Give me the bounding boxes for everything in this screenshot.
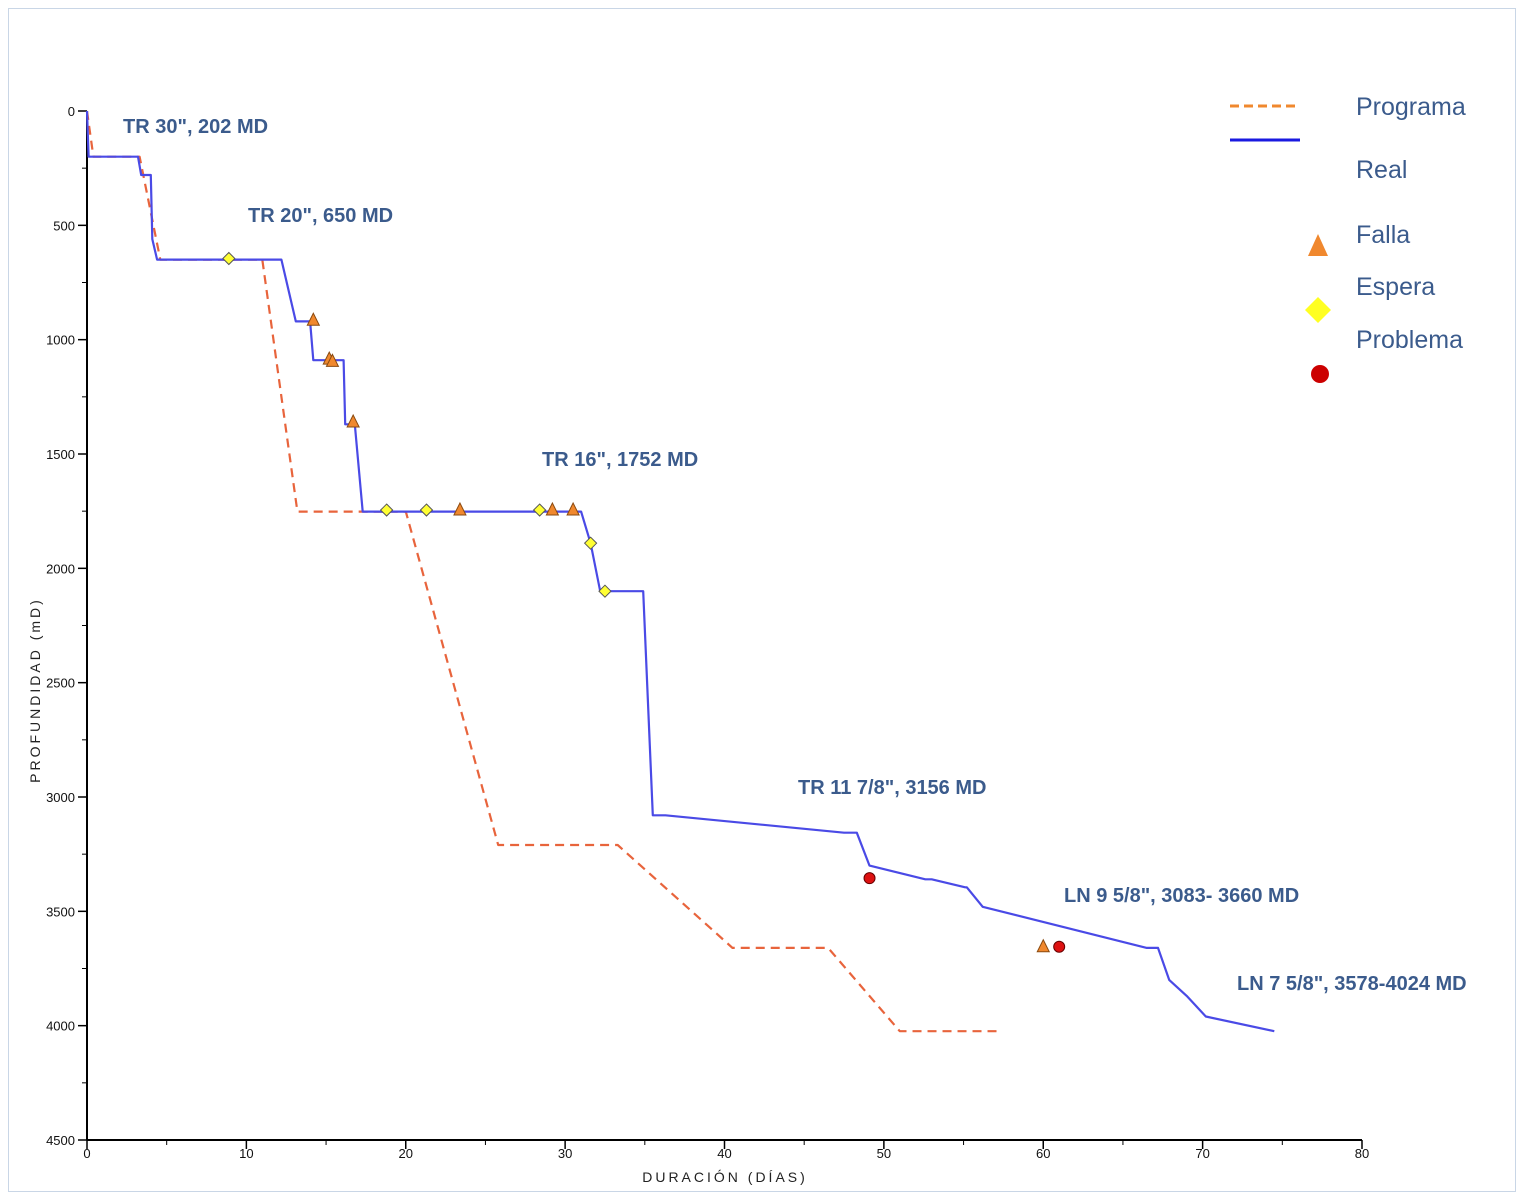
series-programa-line (85, 110, 1001, 1033)
axis-titles: DURACIÓN (DÍAS) PROFUNDIDAD (mD) (27, 597, 808, 1185)
y-tick-label: 0 (68, 104, 75, 119)
falla-marker (306, 312, 321, 326)
falla-marker (545, 501, 560, 516)
y-tick-label: 1000 (46, 333, 75, 348)
falla-marker (453, 501, 467, 516)
problema-marker (1053, 940, 1066, 953)
legend-problema-swatch (1311, 365, 1329, 383)
x-tick-label: 40 (717, 1146, 731, 1161)
y-axis-title: PROFUNDIDAD (mD) (27, 597, 43, 783)
x-axis-title: DURACIÓN (DÍAS) (642, 1169, 808, 1185)
espera-marker (583, 536, 598, 550)
espera-marker (222, 251, 236, 266)
x-tick-label: 30 (558, 1146, 572, 1161)
x-tick-label: 20 (399, 1146, 413, 1161)
legend-problema-label: Problema (1356, 326, 1463, 354)
x-tick-label: 50 (877, 1146, 891, 1161)
y-tick-label: 2000 (46, 561, 75, 576)
falla-marker (1036, 938, 1051, 953)
series-real-line (85, 110, 1275, 1033)
legend-espera-label: Espera (1356, 273, 1435, 301)
espera-marker (419, 503, 434, 517)
y-tick-label: 500 (53, 218, 75, 233)
axes: 0 500 1000 1500 2000 2500 3000 3500 4000 4500 0 10 2… (46, 104, 1369, 1161)
y-tick-label: 3500 (46, 904, 75, 919)
marker-layer (222, 251, 1066, 953)
annotation-tr20: TR 20", 650 MD (248, 205, 393, 227)
annotation-ln958: LN 9 5/8", 3083- 3660 MD (1064, 885, 1299, 907)
y-tick-label: 4500 (46, 1133, 75, 1148)
legend: Programa Real Falla Espera Problema (1230, 93, 1466, 383)
y-tick-label: 1500 (46, 447, 75, 462)
x-tick-label: 70 (1195, 1146, 1209, 1161)
legend-falla-swatch (1308, 234, 1328, 256)
legend-falla-label: Falla (1356, 221, 1410, 249)
legend-real-label: Real (1356, 156, 1407, 184)
x-tick-label: 80 (1355, 1146, 1369, 1161)
series-layer (85, 110, 1275, 1033)
falla-marker (566, 501, 580, 516)
y-tick-label: 2500 (46, 676, 75, 691)
legend-espera-swatch (1305, 297, 1331, 323)
annotation-tr11: TR 11 7/8", 3156 MD (798, 777, 986, 799)
y-tick-label: 3000 (46, 790, 75, 805)
x-tick-label: 10 (239, 1146, 253, 1161)
falla-marker (325, 353, 340, 367)
annotation-layer: TR 30", 202 MD TR 20", 650 MD TR 16", 17… (123, 116, 1467, 995)
legend-programa-label: Programa (1356, 93, 1466, 121)
x-tick-label: 60 (1036, 1146, 1050, 1161)
y-tick-label: 4000 (46, 1019, 75, 1034)
falla-marker (346, 413, 360, 428)
annotation-tr16: TR 16", 1752 MD (542, 449, 698, 471)
annotation-ln758: LN 7 5/8", 3578-4024 MD (1237, 973, 1467, 995)
chart-frame (8, 8, 1516, 1192)
problema-marker (863, 872, 876, 885)
espera-marker (379, 503, 394, 517)
annotation-tr30: TR 30", 202 MD (123, 116, 268, 138)
espera-marker (598, 584, 612, 598)
x-tick-label: 0 (83, 1146, 90, 1161)
espera-marker (532, 503, 547, 517)
